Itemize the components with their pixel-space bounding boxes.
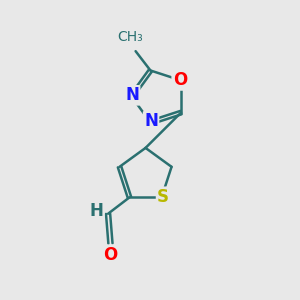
Text: CH₃: CH₃ [117,30,143,44]
Text: S: S [157,188,169,206]
Text: O: O [103,246,118,264]
Text: H: H [90,202,104,220]
Text: O: O [173,71,187,89]
Text: N: N [144,112,158,130]
Text: N: N [125,86,139,104]
